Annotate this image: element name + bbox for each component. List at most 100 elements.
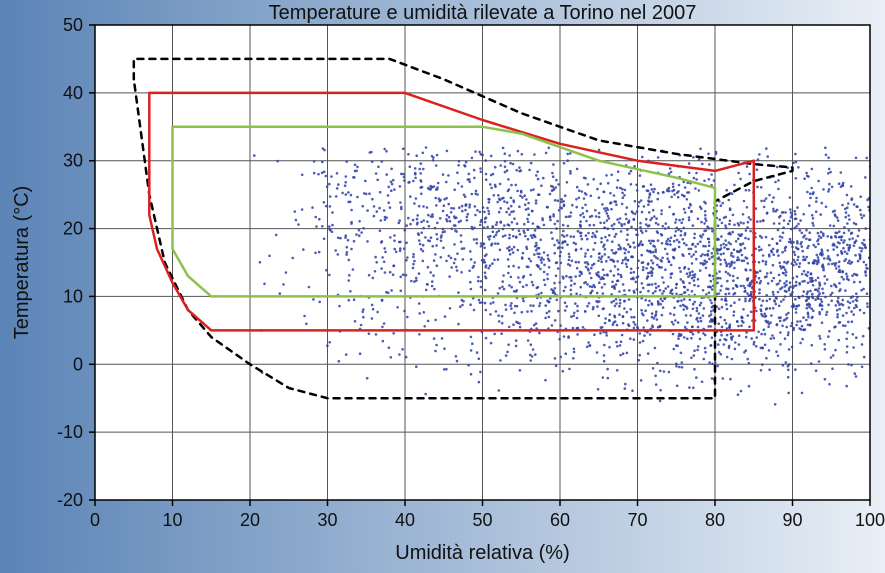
scatter-point xyxy=(654,290,657,293)
scatter-point xyxy=(803,270,806,273)
scatter-point xyxy=(812,224,815,227)
scatter-point xyxy=(746,206,749,209)
scatter-point xyxy=(390,356,393,359)
scatter-point xyxy=(626,239,629,242)
scatter-point xyxy=(844,216,847,219)
scatter-point xyxy=(490,155,493,158)
scatter-point xyxy=(613,286,616,289)
scatter-point xyxy=(790,325,793,328)
scatter-point xyxy=(483,211,486,214)
scatter-point xyxy=(708,244,711,247)
scatter-point xyxy=(845,211,848,214)
scatter-point xyxy=(837,297,840,300)
scatter-point xyxy=(686,289,689,292)
scatter-point xyxy=(785,361,788,364)
scatter-point xyxy=(497,314,500,317)
scatter-point xyxy=(424,393,427,396)
scatter-point xyxy=(580,248,583,251)
scatter-point xyxy=(492,173,495,176)
scatter-point xyxy=(347,279,350,282)
scatter-point xyxy=(457,182,460,185)
scatter-point xyxy=(586,283,589,286)
scatter-point xyxy=(661,242,664,245)
scatter-point xyxy=(387,186,390,189)
scatter-point xyxy=(636,210,639,213)
scatter-point xyxy=(501,315,504,318)
scatter-point xyxy=(776,166,779,169)
scatter-point xyxy=(412,180,415,183)
scatter-point xyxy=(337,237,340,240)
scatter-point xyxy=(708,227,711,230)
scatter-point xyxy=(675,230,678,233)
scatter-point xyxy=(760,186,763,189)
scatter-point xyxy=(806,175,809,178)
scatter-point xyxy=(683,267,686,270)
scatter-point xyxy=(611,281,614,284)
scatter-point xyxy=(688,206,691,209)
scatter-point xyxy=(653,317,656,320)
scatter-point xyxy=(666,253,669,256)
scatter-point xyxy=(541,217,544,220)
scatter-point xyxy=(715,152,718,155)
scatter-point xyxy=(808,303,811,306)
scatter-point xyxy=(855,157,858,160)
scatter-point xyxy=(475,238,478,241)
scatter-point xyxy=(651,312,654,315)
scatter-point xyxy=(373,205,376,208)
scatter-point xyxy=(857,235,860,238)
scatter-point xyxy=(784,268,787,271)
scatter-point xyxy=(468,270,471,273)
scatter-point xyxy=(795,161,798,164)
scatter-point xyxy=(385,216,388,219)
scatter-point xyxy=(758,153,761,156)
scatter-point xyxy=(679,305,682,308)
scatter-point xyxy=(734,348,737,351)
x-tick-label: 100 xyxy=(855,510,885,530)
scatter-point xyxy=(649,242,652,245)
scatter-point xyxy=(725,189,728,192)
scatter-point xyxy=(692,253,695,256)
scatter-point xyxy=(815,288,818,291)
scatter-point xyxy=(666,257,669,260)
scatter-point xyxy=(792,287,795,290)
scatter-point xyxy=(648,240,651,243)
scatter-point xyxy=(474,150,477,153)
scatter-point xyxy=(693,233,696,236)
scatter-point xyxy=(371,160,374,163)
scatter-point xyxy=(805,273,808,276)
scatter-point xyxy=(399,185,402,188)
scatter-point xyxy=(749,218,752,221)
scatter-point xyxy=(558,209,561,212)
scatter-point xyxy=(699,269,702,272)
scatter-point xyxy=(671,289,674,292)
scatter-point xyxy=(414,173,417,176)
scatter-point xyxy=(753,341,756,344)
scatter-point xyxy=(846,222,849,225)
scatter-point xyxy=(749,269,752,272)
scatter-point xyxy=(639,226,642,229)
scatter-point xyxy=(467,364,470,367)
scatter-point xyxy=(667,285,670,288)
scatter-point xyxy=(805,256,808,259)
scatter-point xyxy=(407,153,410,156)
scatter-point xyxy=(405,274,408,277)
scatter-point xyxy=(383,209,386,212)
scatter-point xyxy=(838,339,841,342)
scatter-point xyxy=(603,244,606,247)
scatter-point xyxy=(643,205,646,208)
scatter-point xyxy=(693,349,696,352)
scatter-point xyxy=(656,318,659,321)
scatter-point xyxy=(561,242,564,245)
scatter-point xyxy=(509,304,512,307)
scatter-point xyxy=(647,190,650,193)
scatter-point xyxy=(501,197,504,200)
scatter-point xyxy=(659,289,662,292)
scatter-point xyxy=(691,326,694,329)
scatter-point xyxy=(728,199,731,202)
scatter-point xyxy=(737,222,740,225)
scatter-point xyxy=(808,262,811,265)
scatter-point xyxy=(660,266,663,269)
scatter-point xyxy=(742,222,745,225)
scatter-point xyxy=(354,320,357,323)
scatter-point xyxy=(445,368,448,371)
